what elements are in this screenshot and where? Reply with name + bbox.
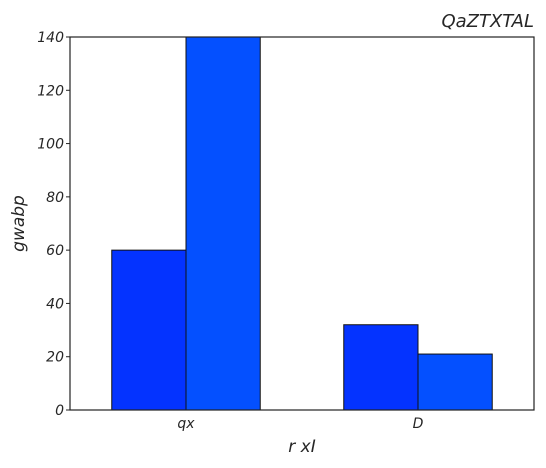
bar-qx-series-2 [185, 36, 261, 411]
bars [111, 36, 493, 411]
y-tick-label: 20 [46, 350, 64, 366]
chart-title: QaZTXTAL [441, 11, 534, 32]
bar-D-series-2 [417, 353, 493, 411]
y-tick-label: 100 [37, 137, 64, 153]
y-axis: 0 20 40 60 80 100 120 140 [37, 30, 70, 419]
y-tick-label: 80 [46, 190, 64, 206]
x-tick-label: D [413, 416, 424, 432]
x-axis-label: r xI [288, 437, 315, 457]
y-tick-label: 60 [46, 243, 64, 259]
bar-qx-series-1 [111, 249, 187, 411]
y-tick-label: 40 [46, 296, 64, 312]
y-axis-label: gwabp [9, 195, 29, 252]
y-tick-label: 120 [37, 83, 64, 99]
plot-frame [69, 36, 535, 411]
x-tick-label: qx [177, 416, 195, 432]
bar-D-series-1 [343, 324, 419, 411]
y-tick-label: 140 [37, 30, 64, 46]
x-axis: qx D [177, 416, 423, 432]
y-tick-label: 0 [55, 403, 64, 419]
